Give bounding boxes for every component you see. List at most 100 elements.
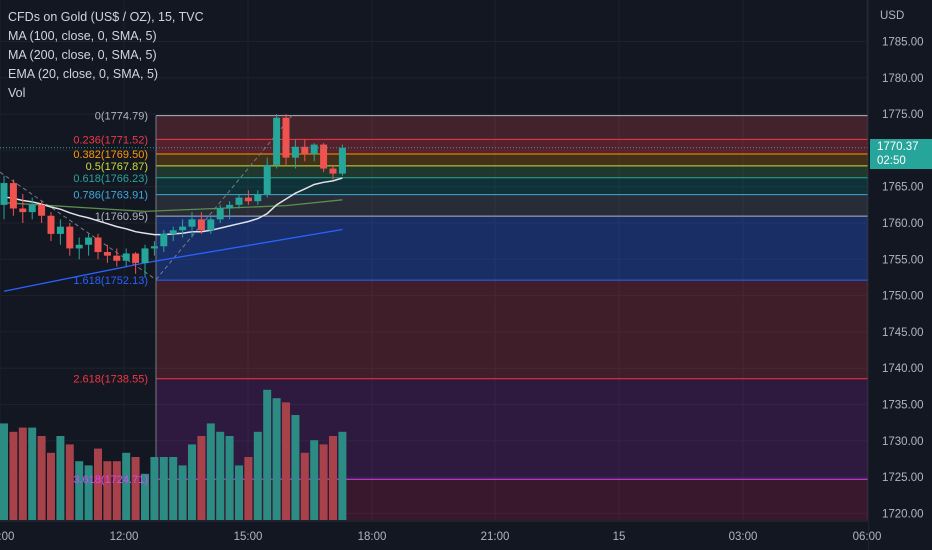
volume-bar [0,423,8,520]
time-tick-label: 12:00 [110,531,139,543]
candlestick-series [0,114,868,278]
candle-body [28,204,36,213]
volume-bar [169,457,178,520]
time-tick-label: 06:00 [853,531,882,543]
volume-bar [131,457,140,520]
candle-body [66,226,74,249]
price-tick-label: 1785.00 [882,37,924,49]
volume-bar [244,457,253,520]
price-tick-label: 1725.00 [882,472,924,484]
fib-trend-line-prev [0,171,157,281]
price-tick-label: 1765.00 [882,182,924,194]
fib-band-0.618 [156,177,868,195]
fib-label-0.786: 0.786(1763.91) [73,190,148,202]
time-tick-label: 15 [613,531,626,543]
price-tick-label: 1730.00 [882,436,924,448]
volume-bar [112,461,121,520]
volume-bar [206,423,215,520]
candle-body [132,253,140,263]
time-tick-label: 09:00 [0,531,14,543]
price-tick-label: 1740.00 [882,363,924,375]
volume-bar [282,402,290,520]
candle-body [282,117,290,158]
fib-band-0 [156,115,868,140]
volume-bar [84,465,93,520]
candle-body [263,164,271,194]
candle-body [329,168,337,174]
candle-body [338,147,346,174]
indicator-ma100[interactable]: MA (100, close, 0, SMA, 5) [8,29,157,43]
volume-bar [18,427,27,520]
price-tick-label: 1755.00 [882,254,924,266]
fib-label-0.5: 0.5(1767.87) [86,161,148,173]
volume-bar [310,440,319,520]
candle-body [94,237,102,253]
chart-legend: CFDs on Gold (US$ / OZ), 15, TVC MA (100… [8,8,204,103]
candle-body [254,193,262,202]
volume-bar [37,436,46,520]
volume-bar [47,452,55,520]
candle-body [197,219,205,231]
price-tick-label: 1760.00 [882,218,924,230]
indicator-volume[interactable]: Vol [8,86,26,100]
volume-bar [253,431,262,520]
volume-bar [235,465,243,520]
candle-body [226,204,234,209]
candle-body [19,208,27,213]
fib-label-2.618: 2.618(1738.55) [73,374,148,386]
fib-band-0.5 [156,165,868,178]
price-axis-currency: USD [880,10,904,22]
candle-body [188,219,196,227]
volume-bar [319,444,328,520]
candle-body [141,248,149,263]
bar-countdown: 02:50 [877,155,906,167]
candle-body [0,183,8,205]
fib-band-2.618 [156,378,868,480]
fib-label-0.382: 0.382(1769.50) [73,149,148,161]
price-axis-bg [868,0,932,550]
volume-bar [65,444,74,520]
candle-body [301,146,309,155]
volume-bar [103,461,112,520]
candle-body [310,144,318,155]
chart-grid [0,0,868,520]
price-tick-label: 1745.00 [882,327,924,339]
fib-band-0.236 [156,139,868,155]
price-tick-label: 1720.00 [882,508,924,520]
candle-body [85,237,93,245]
time-tick-label: 03:00 [729,531,758,543]
volume-bar [329,436,337,520]
volume-bar [291,415,300,520]
candle-body [291,146,299,158]
candle-body [216,208,224,220]
fib-trend-line [155,115,293,280]
candle-body [169,230,177,234]
indicator-ema20[interactable]: EMA (20, close, 0, SMA, 5) [8,67,159,81]
candle-body [38,204,46,216]
volume-bars [0,389,347,520]
candle-body [9,183,17,209]
volume-bar [338,431,347,520]
candle-body [160,233,168,247]
candle-body [207,219,215,231]
time-tick-label: 21:00 [481,531,510,543]
fib-band-1 [156,216,868,281]
indicator-ma200[interactable]: MA (200, close, 0, SMA, 5) [8,48,157,62]
candle-body [179,226,187,231]
fib-band-0.382 [156,154,868,166]
fib-band-0.786 [156,194,868,217]
chart-title[interactable]: CFDs on Gold (US$ / OZ), 15, TVC [8,10,204,24]
candle-body [122,253,130,261]
volume-bar [159,457,168,520]
fib-label-3.618: 3.618(1724.71) [73,474,148,486]
candle-body [47,215,55,234]
last-price-value: 1770.37 [877,141,919,153]
fib-label-1.618: 1.618(1752.13) [73,275,148,287]
fib-label-1: 1(1760.95) [95,211,148,223]
volume-bar [150,457,159,520]
volume-bar [56,436,65,520]
fib-label-0.236: 0.236(1771.52) [73,134,148,146]
fibonacci-labels: 0(1774.79)0.236(1771.52)0.382(1769.50)0.… [73,111,148,487]
